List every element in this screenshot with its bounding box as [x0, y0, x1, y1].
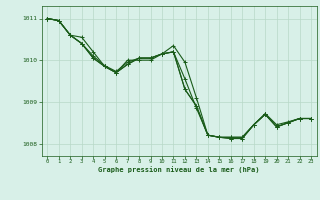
X-axis label: Graphe pression niveau de la mer (hPa): Graphe pression niveau de la mer (hPa): [99, 166, 260, 173]
